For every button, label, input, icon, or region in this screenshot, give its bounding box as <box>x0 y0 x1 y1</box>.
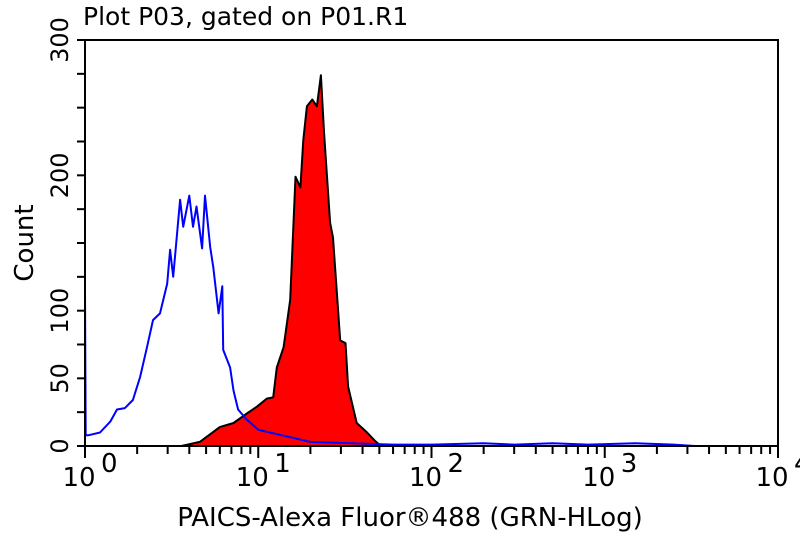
y-tick-label: 0 <box>46 438 74 453</box>
x-tick-exponent: 3 <box>621 449 638 479</box>
x-tick-exponent: 2 <box>448 449 465 479</box>
y-tick-label: 50 <box>46 363 74 394</box>
x-axis-label: PAICS-Alexa Fluor®488 (GRN-HLog) <box>177 503 643 533</box>
series-0-line <box>84 194 695 447</box>
y-tick-label: 300 <box>46 17 74 63</box>
series-1-line <box>181 74 382 447</box>
x-tick-label: 10 <box>62 463 95 493</box>
y-tick-label: 200 <box>46 152 74 198</box>
x-tick-label: 10 <box>236 463 269 493</box>
chart-title: Plot P03, gated on P01.R1 <box>83 2 409 31</box>
x-tick-label: 10 <box>582 463 615 493</box>
x-tick-exponent: 1 <box>274 449 291 479</box>
x-tick-exponent: 4 <box>794 449 800 479</box>
x-tick-label: 10 <box>755 463 788 493</box>
x-tick-exponent: 0 <box>101 449 118 479</box>
y-tick-label: 100 <box>46 288 74 334</box>
plot-frame <box>84 39 779 447</box>
series-1-fill <box>181 75 381 446</box>
x-tick-label: 10 <box>409 463 442 493</box>
